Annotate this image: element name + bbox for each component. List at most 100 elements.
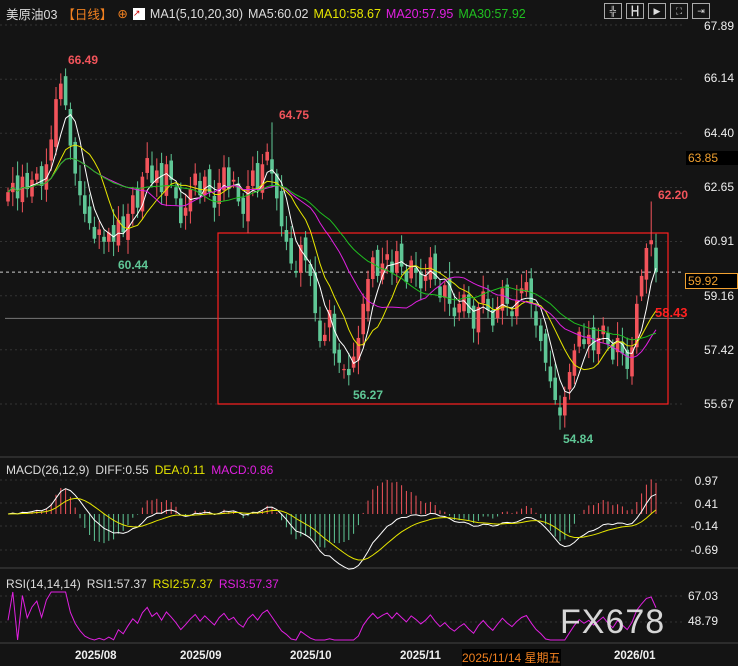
- ma10-line: [7, 144, 657, 371]
- candle-body: [404, 270, 409, 283]
- candle-body: [111, 225, 116, 242]
- candle-body: [534, 311, 538, 326]
- candle-body: [419, 272, 423, 289]
- macd-header: MACD(26,12,9) DIFF:0.55 DEA:0.11 MACD:0.…: [6, 463, 273, 477]
- ma5-value: MA5:60.02: [248, 6, 309, 21]
- candle-body: [44, 164, 49, 190]
- candle-body: [83, 195, 87, 214]
- macd-diff: DIFF:0.55: [95, 463, 149, 477]
- rsi2-value: RSI2:57.37: [152, 577, 213, 591]
- candle-body: [337, 349, 341, 363]
- high-annotation: 62.20: [658, 188, 689, 202]
- candle-body: [529, 278, 533, 304]
- rsi-axis-label: 67.03: [687, 589, 718, 603]
- candle-body: [246, 185, 250, 222]
- ma10-value: MA10:58.67: [313, 6, 381, 21]
- candle-body: [54, 99, 58, 147]
- candle-body: [601, 325, 605, 335]
- candle-body: [347, 368, 351, 376]
- candle-body: [198, 181, 202, 196]
- low-annotation: 60.44: [118, 258, 149, 272]
- dea-line: [7, 497, 657, 561]
- candle-body: [279, 190, 284, 227]
- price-axis-label: 66.14: [703, 71, 734, 85]
- date-label: 2025/08: [75, 650, 117, 662]
- ma20-line: [7, 157, 657, 359]
- candle-body: [294, 270, 298, 273]
- current-price-label: 59.92: [685, 273, 738, 289]
- candle-body: [375, 249, 380, 276]
- rsi-header: RSI(14,14,14) RSI1:57.37 RSI2:57.37 RSI3…: [6, 577, 279, 591]
- candle-body: [174, 187, 178, 199]
- chart-toolbar: ╬ ┣┫ ▶ ⛶ ⇥: [604, 3, 710, 19]
- candle-body: [644, 247, 649, 280]
- candle-body: [510, 311, 514, 317]
- date-label: 2025/09: [180, 650, 222, 662]
- indicator-icon[interactable]: ↗: [132, 7, 145, 20]
- ma30-line: [7, 157, 657, 341]
- candle-body: [491, 310, 495, 326]
- candle-body: [164, 164, 169, 196]
- candle-body: [582, 339, 586, 345]
- candle-body: [231, 179, 236, 182]
- target-icon[interactable]: ⊕: [117, 7, 128, 21]
- candle-body: [131, 195, 135, 214]
- candle-body: [380, 263, 385, 280]
- candle-body: [452, 307, 457, 317]
- price-axis-label: 57.42: [703, 343, 734, 357]
- price-axis-label: 55.67: [703, 397, 734, 411]
- candle-body: [567, 372, 572, 390]
- candle-body: [39, 166, 44, 186]
- cursor-date: 2025/11/14 星期五: [462, 649, 561, 666]
- candle-body: [179, 198, 183, 224]
- candle-body: [222, 167, 226, 191]
- candle-body: [615, 337, 620, 353]
- candle-body: [654, 247, 658, 273]
- play-icon[interactable]: ▶: [648, 3, 666, 19]
- candle-body: [308, 264, 313, 276]
- rsi1-value: RSI1:57.37: [86, 577, 147, 591]
- price-axis-label: 62.65: [703, 180, 734, 194]
- candle-body: [203, 176, 207, 196]
- symbol-name: 美原油03: [6, 8, 58, 22]
- zoom-range-icon[interactable]: ┣┫: [626, 3, 644, 19]
- candle-body: [121, 216, 125, 233]
- candle-body: [107, 232, 111, 242]
- ma20-value: MA20:57.95: [385, 6, 454, 21]
- candle-body: [572, 350, 577, 376]
- candle-body: [356, 337, 361, 361]
- candle-body: [433, 253, 437, 280]
- candle-body: [217, 182, 221, 204]
- candle-body: [145, 158, 149, 173]
- candle-body: [385, 254, 389, 260]
- candle-body: [649, 240, 653, 245]
- candle-body: [284, 230, 289, 242]
- candle-body: [102, 236, 106, 242]
- low-annotation: 54.84: [563, 432, 594, 446]
- candle-body: [140, 176, 145, 212]
- candle-body: [159, 163, 164, 193]
- candle-body: [6, 192, 10, 202]
- candle-body: [255, 163, 260, 190]
- rsi-line: [7, 591, 657, 641]
- candle-body: [265, 151, 269, 161]
- candle-body: [169, 160, 173, 180]
- candle-body: [587, 334, 591, 345]
- candle-body: [639, 275, 644, 297]
- exit-icon[interactable]: ⇥: [692, 3, 710, 19]
- period-selector[interactable]: 【日线】: [62, 8, 113, 22]
- macd-title[interactable]: MACD(26,12,9): [6, 463, 90, 477]
- candle-body: [68, 109, 73, 146]
- candle-body: [35, 173, 39, 180]
- crosshair-icon[interactable]: ╬: [604, 3, 622, 19]
- candle-body: [241, 197, 245, 214]
- rsi-title[interactable]: RSI(14,14,14): [6, 577, 81, 591]
- candle-body: [188, 189, 193, 212]
- candle-body: [539, 325, 543, 342]
- fullscreen-icon[interactable]: ⛶: [670, 3, 688, 19]
- candle-body: [63, 76, 68, 106]
- rsi3-value: RSI3:57.37: [218, 577, 279, 591]
- candle-body: [227, 167, 231, 190]
- ma-indicator[interactable]: MA1(5,10,20,30): [149, 6, 244, 21]
